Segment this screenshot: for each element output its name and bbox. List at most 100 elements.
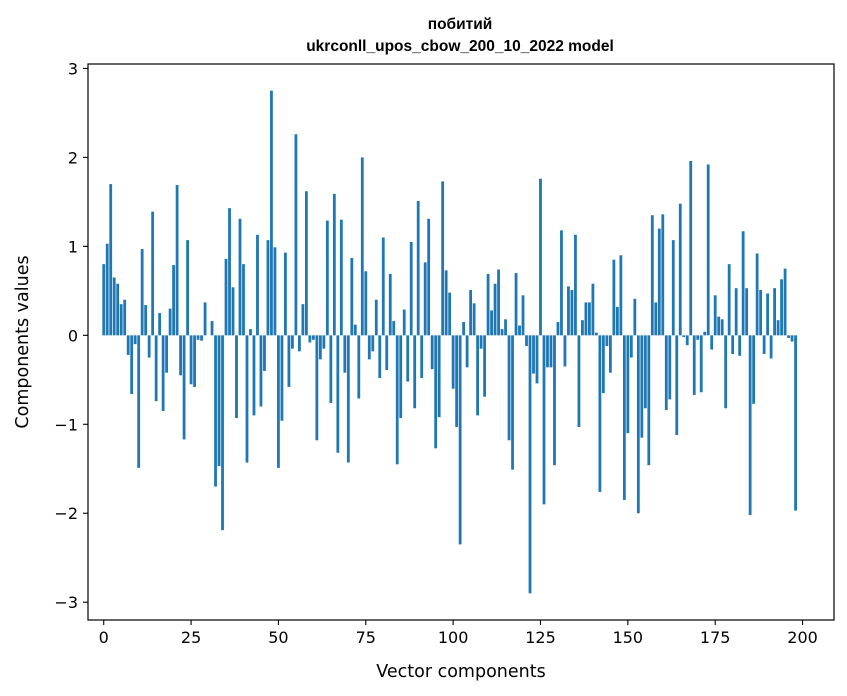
bar-component-49: [273, 247, 277, 336]
bar-component-175: [713, 295, 717, 336]
bar-component-164: [675, 335, 679, 435]
bar-component-28: [200, 335, 203, 341]
bar-component-154: [640, 335, 644, 438]
bar-component-132: [563, 335, 567, 367]
bar-component-95: [434, 335, 438, 449]
bar-component-106: [472, 303, 476, 336]
bar-component-92: [423, 262, 427, 336]
bar-component-180: [731, 335, 735, 355]
bar-component-29: [203, 302, 207, 336]
bar-component-4: [116, 283, 120, 336]
bar-component-81: [385, 335, 389, 371]
bar-component-186: [752, 335, 756, 404]
bar-component-84: [395, 335, 399, 465]
y-tick-label: 3: [68, 59, 78, 78]
bar-component-187: [755, 253, 759, 336]
bar-component-120: [521, 295, 525, 336]
x-tick-label: 100: [438, 628, 469, 647]
bar-component-63: [322, 335, 326, 349]
bar-component-66: [332, 193, 336, 336]
bar-component-78: [374, 299, 378, 336]
bar-component-191: [769, 335, 773, 359]
bar-component-123: [532, 335, 535, 374]
bar-component-146: [612, 259, 616, 336]
bar-component-165: [678, 203, 682, 336]
bar-component-136: [577, 335, 581, 427]
bar-component-193: [776, 320, 780, 336]
bar-component-94: [430, 335, 434, 370]
bar-component-147: [615, 306, 619, 336]
bar-component-135: [574, 234, 577, 336]
bar-component-93: [427, 218, 431, 336]
bar-component-61: [315, 335, 319, 441]
bar-component-192: [773, 288, 776, 336]
bar-component-17: [161, 335, 165, 411]
bar-component-56: [298, 335, 301, 352]
bar-component-8: [130, 335, 134, 395]
bar-component-129: [553, 335, 556, 466]
x-tick-label: 25: [181, 628, 201, 647]
bar-component-190: [766, 293, 770, 336]
bar-component-16: [158, 313, 162, 336]
bar-component-77: [371, 335, 375, 352]
bar-component-144: [605, 335, 609, 347]
y-tick-label: 0: [68, 326, 78, 345]
bar-component-115: [504, 319, 507, 336]
bar-component-11: [140, 249, 144, 336]
bar-component-98: [444, 270, 448, 336]
bar-component-124: [535, 335, 539, 384]
bar-component-14: [151, 211, 155, 336]
bar-component-110: [486, 273, 490, 336]
bar-component-111: [490, 310, 493, 336]
bar-component-64: [325, 220, 329, 336]
x-tick-label: 200: [787, 628, 818, 647]
bar-component-34: [221, 335, 224, 531]
bar-component-152: [633, 298, 637, 336]
bar-component-76: [367, 335, 371, 360]
bar-component-83: [392, 321, 396, 336]
bar-component-128: [549, 335, 553, 368]
bar-component-195: [783, 268, 787, 336]
bar-component-38: [235, 335, 238, 419]
bar-component-79: [378, 335, 382, 379]
bar-component-161: [664, 335, 668, 411]
bar-component-90: [416, 201, 420, 336]
bar-component-25: [189, 335, 193, 385]
bar-component-97: [441, 181, 445, 336]
bar-component-45: [259, 335, 263, 407]
bar-component-114: [500, 329, 504, 336]
chart-title-line1: побитий: [428, 16, 493, 33]
bar-component-109: [483, 335, 486, 397]
bar-component-112: [493, 283, 497, 336]
bar-component-54: [291, 335, 294, 349]
bar-component-23: [182, 335, 186, 440]
bar-component-33: [217, 335, 221, 467]
bar-component-36: [228, 208, 231, 336]
bar-component-7: [126, 335, 130, 355]
bar-component-5: [119, 304, 123, 336]
bar-component-52: [284, 252, 287, 336]
bar-component-44: [256, 234, 259, 336]
bar-component-125: [539, 178, 542, 336]
bar-component-75: [364, 271, 368, 336]
chart-title-line2: ukrconll_upos_cbow_200_10_2022 model: [306, 38, 614, 55]
bar-component-130: [556, 321, 560, 336]
bar-component-148: [619, 255, 623, 336]
bar-component-166: [682, 335, 686, 338]
bar-component-91: [420, 335, 424, 379]
bar-component-103: [462, 321, 466, 336]
bar-component-47: [266, 240, 270, 336]
bar-component-141: [595, 332, 598, 336]
bar-component-104: [465, 335, 469, 368]
bar-component-122: [528, 335, 532, 594]
bar-component-40: [242, 264, 245, 336]
bar-component-42: [249, 329, 252, 336]
bar-component-189: [762, 335, 766, 355]
x-tick-label: 150: [613, 628, 644, 647]
bar-component-58: [304, 191, 308, 336]
x-tick-label: 50: [268, 628, 288, 647]
bar-component-3: [112, 277, 116, 336]
bar-component-69: [343, 335, 347, 373]
bar-component-55: [294, 134, 298, 336]
bar-component-118: [514, 273, 518, 336]
